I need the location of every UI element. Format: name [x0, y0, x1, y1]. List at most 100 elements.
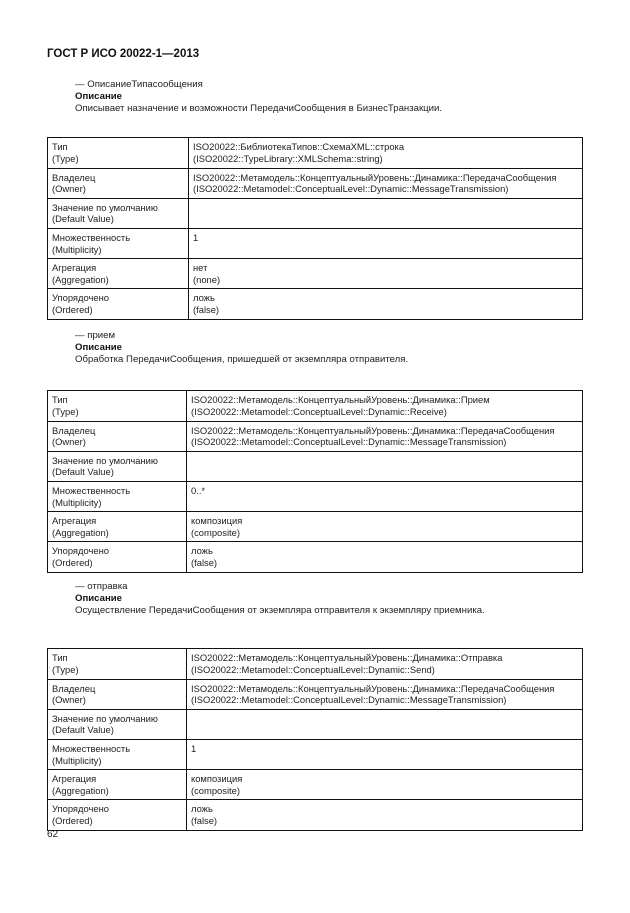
property-cell: Значение по умолчанию (Default Value)	[47, 708, 187, 740]
property-cell: Множественность (Multiplicity)	[47, 227, 189, 260]
property-label-en: (Ordered)	[52, 814, 93, 826]
table-row: Агрегация (Aggregation) нет (none)	[47, 258, 583, 290]
table-row: Значение по умолчанию (Default Value)	[47, 197, 583, 229]
description-text: Осуществление ПередачиСообщения от экзем…	[75, 604, 485, 616]
value-text-en: (ISO20022::TypeLibrary::XMLSchema::strin…	[193, 152, 383, 164]
value-text-en: (false)	[191, 814, 218, 826]
value-text: нет	[193, 262, 208, 274]
value-text-en: (none)	[193, 273, 221, 285]
property-cell: Агрегация (Aggregation)	[47, 511, 187, 543]
property-label: Значение по умолчанию	[52, 454, 158, 466]
value-text: композиция	[191, 773, 243, 785]
value-text-en: (ISO20022::Metamodel::ConceptualLevel::D…	[191, 436, 507, 448]
property-label: Множественность	[52, 231, 131, 243]
property-label: Значение по умолчанию	[52, 712, 158, 724]
property-cell: Агрегация (Aggregation)	[47, 769, 187, 801]
value-cell: ложь (false)	[186, 541, 583, 573]
section-intro: — ОписаниеТипасообщения Описание Описыва…	[47, 79, 583, 114]
value-cell: ложь (false)	[186, 799, 583, 831]
property-label-en: (Owner)	[52, 183, 86, 195]
table-row: Агрегация (Aggregation) композиция (compos…	[47, 769, 583, 801]
property-label: Агрегация	[52, 262, 97, 274]
description-heading: Описание	[75, 592, 122, 604]
value-text: ISO20022::Метамодель::КонцептуальныйУров…	[191, 682, 555, 694]
property-cell: Владелец (Owner)	[47, 167, 189, 199]
property-label-en: (Default Value)	[52, 466, 114, 478]
property-label: Тип	[52, 141, 68, 153]
property-label-en: (Ordered)	[52, 556, 93, 568]
table-row: Владелец (Owner) ISO20022::Метамодель::Ко…	[47, 420, 583, 452]
value-text: 0..*	[191, 484, 206, 496]
value-text: композиция	[191, 515, 243, 527]
value-cell: ложь (false)	[188, 288, 583, 320]
property-label-en: (Default Value)	[52, 724, 114, 736]
property-cell: Тип (Type)	[47, 648, 187, 680]
description-heading: Описание	[75, 341, 122, 353]
table-row: Множественность (Multiplicity) 0..*	[47, 480, 583, 513]
attribute-name: — ОписаниеТипасообщения	[75, 79, 203, 90]
property-label: Тип	[52, 394, 68, 406]
property-label: Агрегация	[52, 515, 97, 527]
value-cell	[188, 197, 583, 229]
property-label: Упорядочено	[52, 292, 109, 304]
value-cell: ISO20022::Метамодель::КонцептуальныйУров…	[186, 648, 583, 680]
value-text-en: (composite)	[191, 526, 240, 538]
property-cell: Значение по умолчанию (Default Value)	[47, 197, 189, 229]
property-label-en: (Multiplicity)	[52, 754, 102, 766]
table-row: Агрегация (Aggregation) композиция (compos…	[47, 511, 583, 543]
value-cell	[186, 450, 583, 482]
value-text-en: (ISO20022::Metamodel::ConceptualLevel::D…	[191, 663, 435, 675]
property-cell: Владелец (Owner)	[47, 420, 187, 452]
value-cell: ISO20022::Метамодель::КонцептуальныйУров…	[186, 420, 583, 452]
property-cell: Владелец (Owner)	[47, 678, 187, 710]
property-label: Владелец	[52, 424, 96, 436]
value-text-en: (composite)	[191, 784, 240, 796]
value-text: ISO20022::Метамодель::КонцептуальныйУров…	[191, 394, 490, 406]
property-label: Упорядочено	[52, 545, 109, 557]
section-intro: — отправка Описание Осуществление Переда…	[47, 581, 583, 616]
property-label-en: (Type)	[52, 405, 79, 417]
property-label-en: (Type)	[52, 152, 79, 164]
property-cell: Упорядочено (Ordered)	[47, 799, 187, 831]
value-text-en: (ISO20022::Metamodel::ConceptualLevel::D…	[191, 694, 507, 706]
table-row: Тип (Type) ISO20022::БиблиотекаТипов::Схе…	[47, 137, 583, 169]
property-label-en: (Multiplicity)	[52, 496, 102, 508]
value-text: ложь	[193, 292, 215, 304]
property-label: Множественность	[52, 484, 131, 496]
table-row: Множественность (Multiplicity) 1	[47, 738, 583, 771]
property-label-en: (Owner)	[52, 694, 86, 706]
table-row: Тип (Type) ISO20022::Метамодель::Концепту…	[47, 390, 583, 422]
property-label-en: (Type)	[52, 663, 79, 675]
table-row: Упорядочено (Ordered) ложь (false)	[47, 288, 583, 320]
property-label-en: (Ordered)	[52, 303, 93, 315]
table-row: Упорядочено (Ordered) ложь (false)	[47, 799, 583, 831]
description-heading: Описание	[75, 90, 122, 102]
value-cell: 1	[188, 227, 583, 260]
attribute-section: — отправка Описание Осуществление Переда…	[47, 581, 583, 831]
table-row: Тип (Type) ISO20022::Метамодель::Концепту…	[47, 648, 583, 680]
value-cell: 1	[186, 738, 583, 771]
value-text: ложь	[191, 545, 213, 557]
value-cell: ISO20022::БиблиотекаТипов::СхемаXML::стр…	[188, 137, 583, 169]
property-label: Упорядочено	[52, 803, 109, 815]
value-text: 1	[191, 742, 197, 754]
attribute-table: Тип (Type) ISO20022::БиблиотекаТипов::Схе…	[47, 137, 583, 320]
value-text: ложь	[191, 803, 213, 815]
attribute-table: Тип (Type) ISO20022::Метамодель::Концепту…	[47, 390, 583, 573]
table-row: Владелец (Owner) ISO20022::Метамодель::Ко…	[47, 167, 583, 199]
property-cell: Множественность (Multiplicity)	[47, 480, 187, 513]
attribute-name: — прием	[75, 330, 116, 341]
attribute-name: — отправка	[75, 581, 128, 592]
property-cell: Агрегация (Aggregation)	[47, 258, 189, 290]
property-label-en: (Aggregation)	[52, 784, 109, 796]
value-cell: нет (none)	[188, 258, 583, 290]
page-number: 62	[47, 829, 59, 840]
table-row: Значение по умолчанию (Default Value)	[47, 708, 583, 740]
property-label: Агрегация	[52, 773, 97, 785]
attribute-table: Тип (Type) ISO20022::Метамодель::Концепту…	[47, 648, 583, 831]
property-label-en: (Default Value)	[52, 213, 114, 225]
description-text: Обработка ПередачиСообщения, пришедшей о…	[75, 353, 409, 365]
property-cell: Тип (Type)	[47, 390, 187, 422]
value-cell: ISO20022::Метамодель::КонцептуальныйУров…	[186, 678, 583, 710]
property-label: Значение по умолчанию	[52, 201, 158, 213]
